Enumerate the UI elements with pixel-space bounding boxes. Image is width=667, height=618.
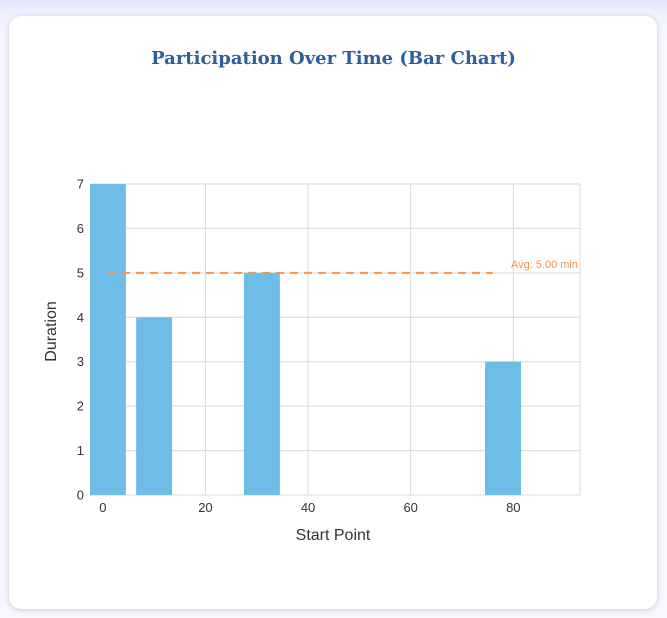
y-tick-label: 3 — [77, 354, 84, 369]
x-axis-title: Start Point — [296, 527, 371, 544]
bar-1 — [136, 317, 173, 495]
x-tick-label: 40 — [301, 500, 315, 515]
x-tick-label: 60 — [403, 500, 417, 515]
bar-3 — [485, 361, 521, 495]
average-line-group: Avg: 5.00 min — [108, 259, 578, 274]
x-tick-label: 80 — [506, 500, 520, 515]
x-tick-label: 0 — [99, 500, 106, 515]
y-tick-label: 7 — [77, 177, 84, 192]
average-label: Avg: 5.00 min — [511, 259, 578, 271]
y-tick-label: 4 — [77, 310, 84, 325]
y-tick-label: 6 — [77, 221, 84, 236]
bar-2 — [243, 272, 280, 495]
y-axis-title: Duration — [43, 301, 60, 361]
bars — [90, 184, 521, 495]
chart-title: Participation Over Time (Bar Chart) — [151, 48, 516, 69]
y-tick-label: 0 — [77, 488, 84, 503]
y-tick-label: 5 — [77, 265, 84, 280]
bar-0 — [90, 184, 126, 495]
y-tick-label: 2 — [77, 399, 84, 414]
tick-labels: 0 1 2 3 4 5 6 7 0 20 40 60 80 — [77, 177, 521, 516]
x-tick-label: 20 — [198, 500, 212, 515]
y-tick-label: 1 — [77, 443, 84, 458]
